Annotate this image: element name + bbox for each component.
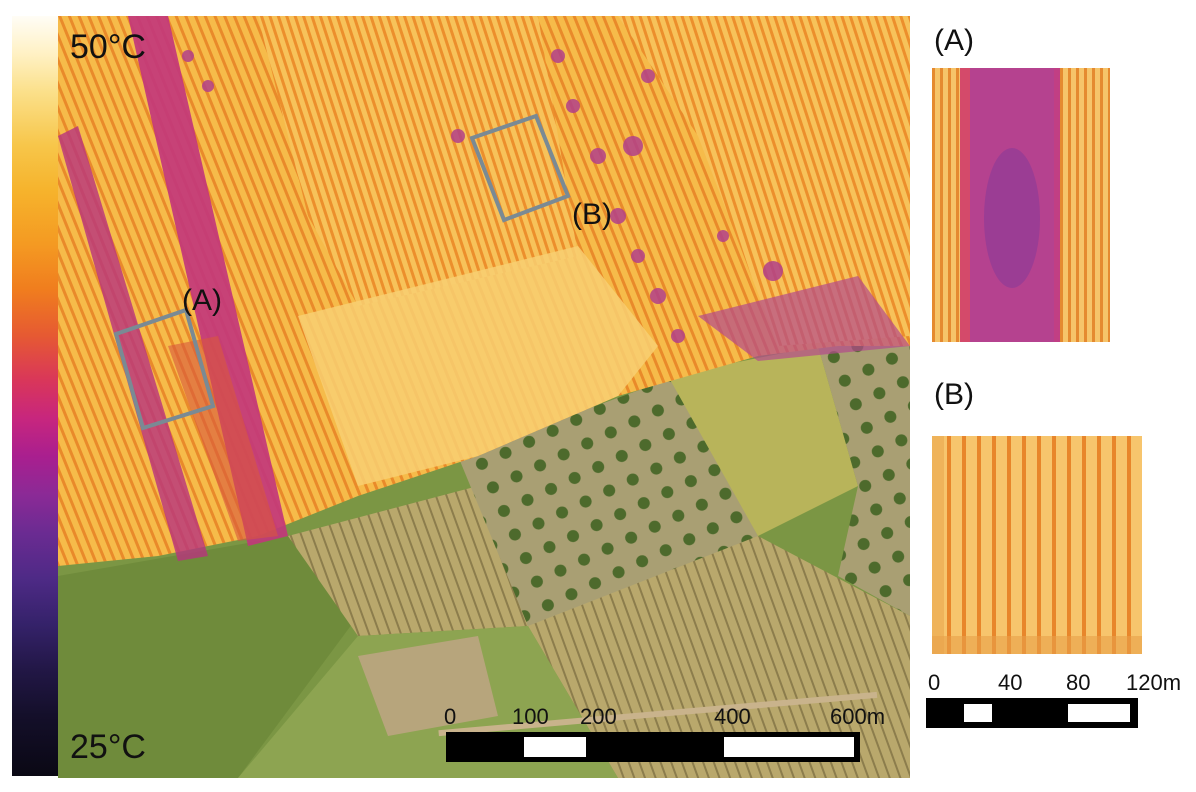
scale-tick: 0: [928, 670, 941, 695]
scale-segment: [1068, 704, 1130, 722]
region-b-label: (B): [572, 198, 612, 231]
scale-tick: 120m: [1126, 670, 1182, 695]
map-image: [58, 16, 910, 778]
inset-a-thermal: [932, 68, 1110, 342]
main-scale-bar: [446, 732, 860, 762]
colorbar-max-label: 50°C: [70, 28, 146, 66]
scale-tick: 400: [714, 704, 751, 729]
thermal-orthomosaic-map: (A) (B): [58, 16, 910, 778]
inset-b-thermal: [932, 436, 1142, 654]
scale-tick: 40: [998, 670, 1023, 695]
inset-a-title: (A): [934, 24, 974, 57]
scale-segment: [964, 704, 992, 722]
colorbar-min-label: 25°C: [70, 728, 146, 766]
scale-tick: 600m: [830, 704, 886, 729]
roi-box-b: [469, 113, 571, 223]
inset-a-image: [932, 68, 1110, 342]
scale-segment: [724, 737, 854, 757]
inset-b-title: (B): [934, 378, 974, 411]
inset-b-image: [932, 436, 1142, 654]
inset-scale-bar: [926, 698, 1138, 728]
scale-segment: [524, 737, 586, 757]
scale-tick: 100: [512, 704, 549, 729]
temperature-colorbar: [12, 16, 58, 776]
roi-box-a: [113, 307, 216, 431]
scale-tick: 80: [1066, 670, 1091, 695]
scale-tick: 0: [444, 704, 457, 729]
region-a-label: (A): [182, 284, 222, 317]
scale-tick: 200: [580, 704, 617, 729]
